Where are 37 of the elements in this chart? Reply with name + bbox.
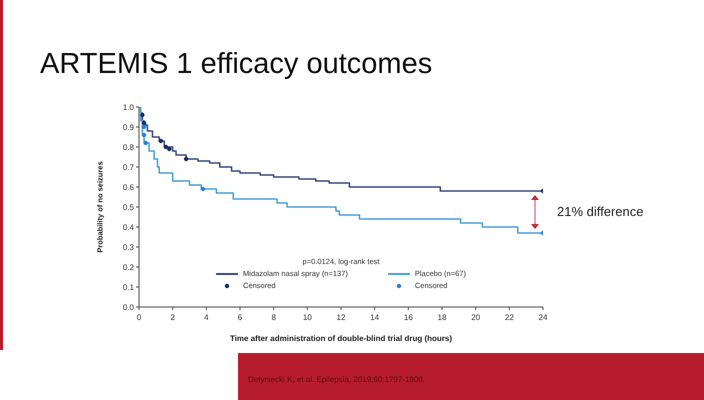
y-tick-label: 0.0 xyxy=(122,302,135,312)
y-tick-label: 0.8 xyxy=(122,142,135,152)
point xyxy=(200,186,206,192)
point xyxy=(142,132,146,138)
point xyxy=(140,112,145,118)
x-tick-label: 24 xyxy=(538,313,548,322)
y-tick-label: 0.6 xyxy=(122,182,135,192)
x-tick-label: 0 xyxy=(136,313,142,322)
x-tick-label: 12 xyxy=(336,313,346,322)
point xyxy=(184,156,188,162)
x-tick-label: 6 xyxy=(238,313,243,322)
y-tick-label: 0.3 xyxy=(122,242,135,252)
y-tick-label: 0.9 xyxy=(122,122,135,132)
y-tick-label: 0.7 xyxy=(122,162,135,172)
x-tick-label: 10 xyxy=(302,313,312,322)
point xyxy=(144,140,148,146)
x-tick-label: 16 xyxy=(404,313,414,322)
point xyxy=(158,138,164,144)
y-tick-label: 0.1 xyxy=(122,282,135,292)
text: 21% difference xyxy=(557,204,644,219)
x-tick-label: 22 xyxy=(504,313,514,322)
x-tick-label: 14 xyxy=(370,313,380,322)
x-tick-label: 2 xyxy=(170,313,176,322)
y-tick-label: 0.4 xyxy=(122,222,135,232)
x-tick-label: 4 xyxy=(204,313,210,322)
x-tick-label: 18 xyxy=(438,313,447,322)
point xyxy=(167,146,172,152)
y-tick-label: 0.5 xyxy=(122,202,135,212)
x-tick-label: 20 xyxy=(471,313,481,322)
chart-title: ARTEMIS 1 efficacy outcomes xyxy=(40,48,432,81)
y-tick-label: 1.0 xyxy=(122,102,135,112)
point xyxy=(142,120,146,126)
point xyxy=(142,124,146,130)
text: Detyniecki K, et al. Epilepsia. 2019;60:1797-1808. xyxy=(248,375,426,384)
x-tick-label: 8 xyxy=(271,313,276,322)
y-tick-label: 0.2 xyxy=(122,262,135,272)
x-axis-title: Time after administration of double-blind trial drug (hours) xyxy=(230,334,452,343)
